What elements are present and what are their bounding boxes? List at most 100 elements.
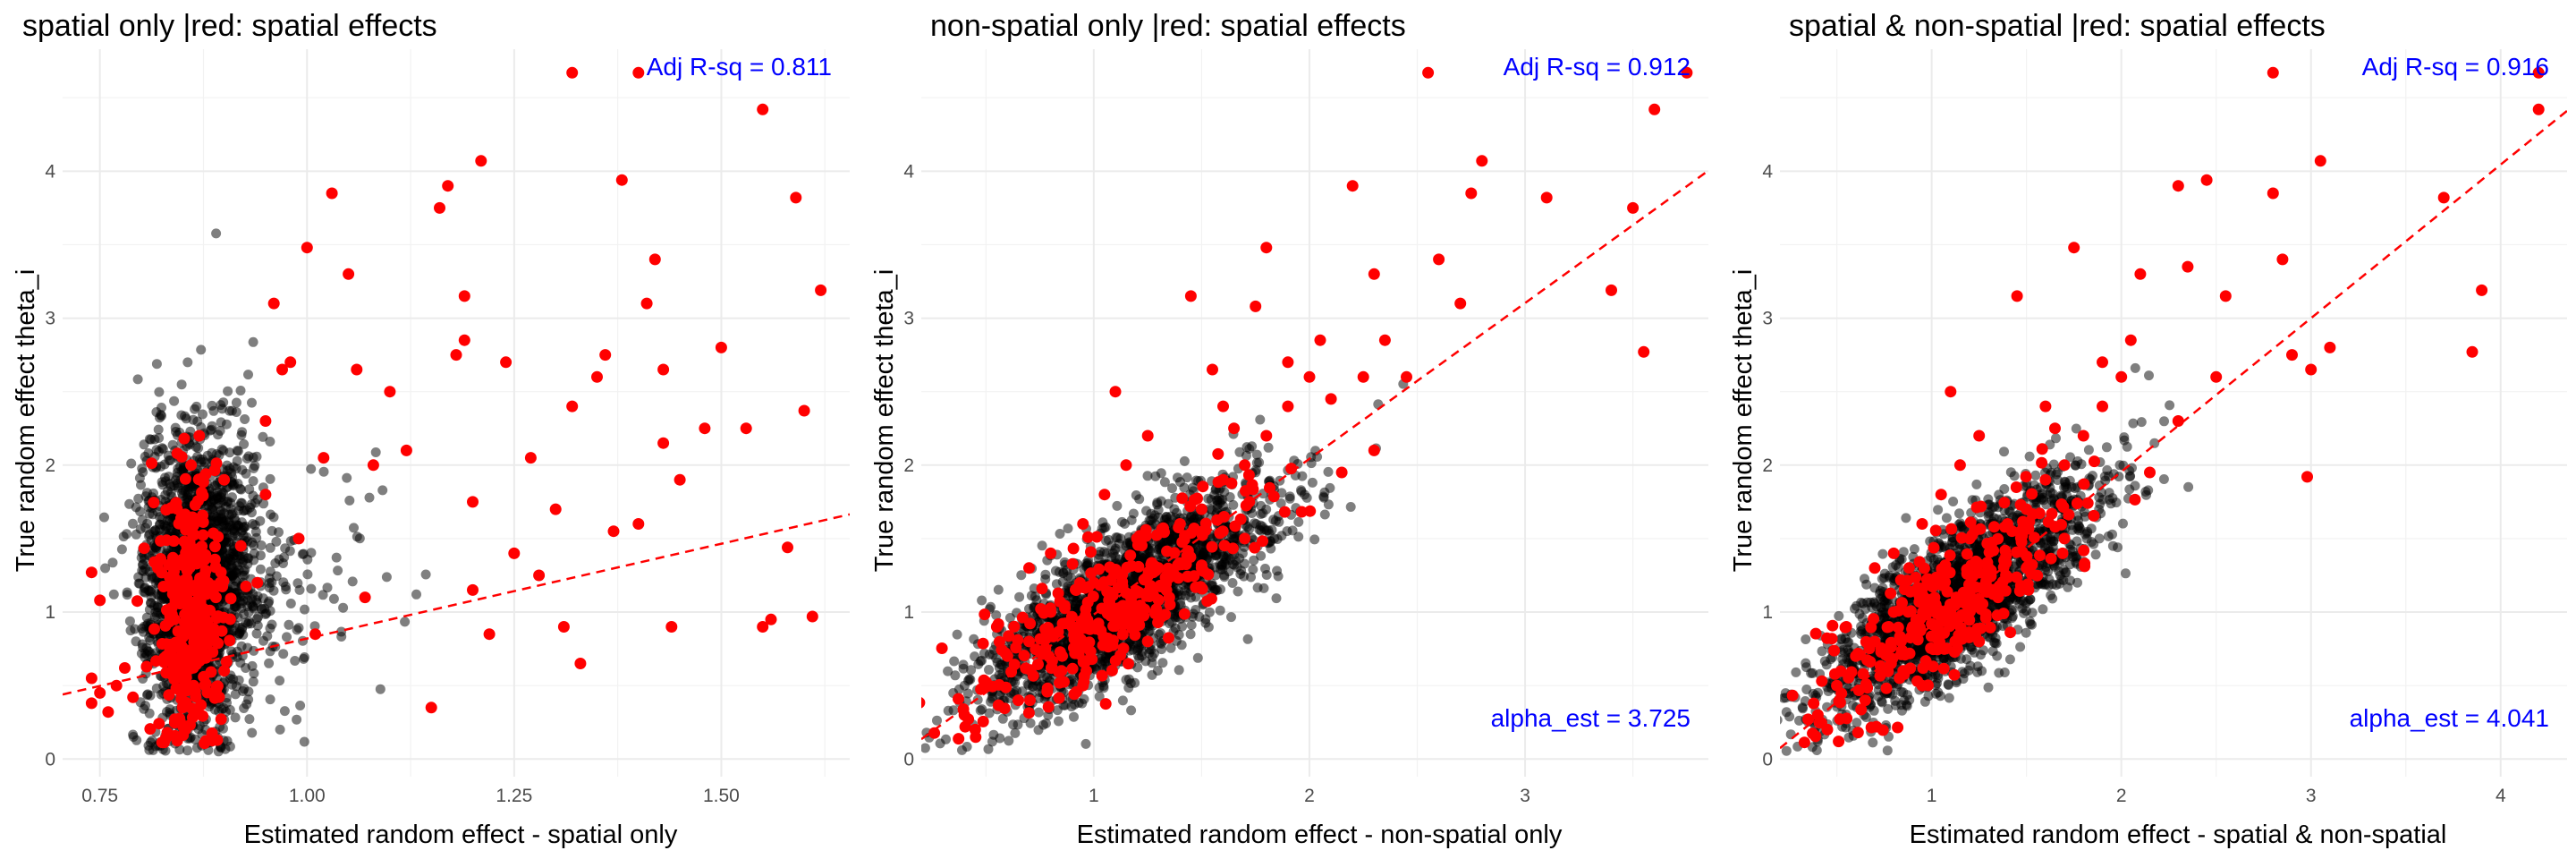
data-point-non-spatial [236,641,247,651]
x-axis-label: Estimated random effect - non-spatial on… [1077,821,1563,849]
data-point-spatial [1218,511,1230,523]
data-point-non-spatial [1147,651,1157,662]
data-point-non-spatial [1215,605,1225,616]
data-point-spatial [1098,576,1111,588]
data-point-non-spatial [1309,534,1320,545]
x-tick-label: 3 [1520,786,1530,806]
data-point-non-spatial [243,694,254,705]
data-point-non-spatial [1073,698,1084,708]
data-point-spatial [1133,530,1146,542]
data-point-non-spatial [131,735,142,745]
data-point-spatial [1084,623,1097,635]
y-tick-label: 0 [903,749,914,770]
data-point-spatial [1173,522,1185,533]
data-point-non-spatial [1037,540,1047,551]
data-point-spatial [1117,618,1130,631]
data-point-non-spatial [243,370,253,380]
data-point-spatial [400,444,412,456]
data-point-non-spatial [124,616,135,626]
data-point-non-spatial [1256,550,1267,561]
data-point-non-spatial [1159,477,1170,488]
data-point-spatial [615,174,628,186]
data-point-non-spatial [1249,555,1259,566]
data-point-non-spatial [241,663,251,673]
data-point-non-spatial [220,744,231,754]
data-point-non-spatial [1142,471,1153,481]
data-point-non-spatial [298,635,308,646]
data-point-spatial [1136,540,1148,552]
data-point-non-spatial [1251,457,1262,468]
data-point-non-spatial [170,475,181,486]
data-point-spatial [978,674,990,686]
data-point-spatial [1163,632,1174,644]
data-point-non-spatial [306,583,317,594]
data-point-non-spatial [331,552,342,563]
x-tick-label: 3 [2306,786,2317,806]
data-point-non-spatial [1261,504,1272,515]
data-point-non-spatial [1275,498,1286,508]
data-point-spatial [1199,524,1212,537]
data-point-spatial [1103,586,1115,599]
data-point-spatial [1282,400,1294,412]
data-point-spatial [1129,629,1141,642]
data-point-non-spatial [250,461,260,471]
data-point-non-spatial [140,491,151,502]
data-point-non-spatial [1246,572,1256,583]
data-point-spatial [1378,334,1391,346]
data-point-non-spatial [1176,590,1187,600]
data-point-non-spatial [336,626,347,637]
data-point-spatial [1112,582,1124,594]
data-point-non-spatial [231,681,242,692]
data-point-spatial [1123,658,1134,670]
data-point-spatial [1141,586,1154,599]
data-point-spatial [1072,648,1085,660]
data-point-non-spatial [278,577,289,588]
data-point-spatial [190,691,202,703]
data-point-spatial [148,497,160,509]
data-point-spatial [574,658,587,669]
data-point-non-spatial [921,743,930,753]
data-point-non-spatial [1010,727,1021,738]
data-point-non-spatial [268,512,279,523]
data-point-spatial [159,619,172,632]
data-point-spatial [216,581,229,592]
data-point-non-spatial [248,336,258,347]
data-point-non-spatial [284,619,294,630]
data-point-spatial [1114,601,1127,614]
data-point-spatial [1606,284,1617,296]
data-point-spatial [1260,242,1273,254]
data-point-spatial [1197,481,1209,493]
data-point-spatial [640,297,653,310]
data-point-spatial [1433,253,1445,266]
data-point-spatial [979,608,991,621]
data-point-non-spatial [1014,591,1025,602]
data-point-non-spatial [1293,532,1304,542]
data-point-non-spatial [1132,662,1143,673]
y-tick-label: 4 [45,161,55,182]
data-point-non-spatial [237,464,248,475]
data-point-spatial [1212,476,1224,489]
data-point-spatial [1176,492,1189,505]
x-axis-label: Estimated random effect - spatial only [244,821,678,849]
data-point-spatial [1012,634,1024,646]
data-point-non-spatial [243,553,254,564]
data-point-spatial [176,554,188,566]
data-point-non-spatial [318,590,328,600]
data-point-non-spatial [381,572,392,583]
data-point-non-spatial [182,745,193,756]
data-point-spatial [178,673,191,685]
data-point-non-spatial [975,705,986,716]
data-point-spatial [1150,603,1163,616]
data-point-spatial [1648,103,1661,115]
data-point-non-spatial [1256,525,1267,536]
y-tick-label: 4 [903,161,914,182]
data-point-non-spatial [1882,745,1893,756]
data-point-non-spatial [1137,651,1147,661]
data-point-spatial [632,518,645,530]
data-point-non-spatial [1016,570,1027,581]
data-point-non-spatial [1248,564,1258,574]
data-point-non-spatial [1227,578,1238,588]
data-point-spatial [1282,356,1294,369]
regression-line [921,169,1708,741]
data-point-spatial [301,242,313,254]
